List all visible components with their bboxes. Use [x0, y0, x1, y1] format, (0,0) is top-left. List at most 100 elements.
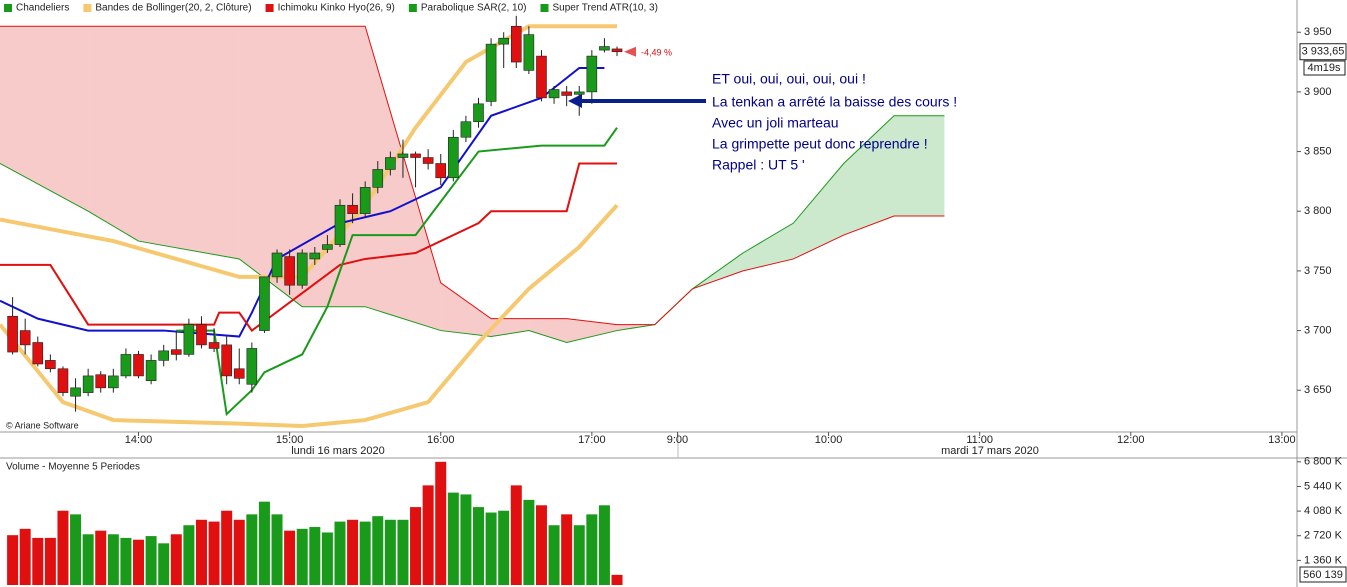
candle-body [485, 43, 497, 102]
x-tick-label: 11:00 [966, 434, 993, 446]
candle-body [548, 89, 560, 99]
candle-body [158, 350, 169, 361]
y-tick-label: 5 440 K [1304, 480, 1343, 492]
volume-bar [208, 521, 220, 585]
timer-label: 4m19s [1307, 62, 1341, 74]
volume-bar [586, 514, 598, 585]
candle-body [108, 375, 119, 389]
volume-bar [183, 525, 195, 585]
volume-bar [334, 521, 346, 585]
volume-bar [561, 514, 573, 585]
candle-body [397, 153, 409, 158]
cloud-fill [365, 26, 441, 331]
y-tick-label: 3 750 [1304, 265, 1332, 277]
volume-bar [258, 501, 270, 585]
volume-bar [70, 514, 82, 585]
annotation-line: Avec un joli marteau [712, 115, 839, 131]
candle-body [573, 91, 585, 95]
volume-bar [598, 505, 610, 585]
volume-bar [107, 534, 119, 585]
volume-bar [95, 530, 107, 585]
price-label: 3 933,65 [1302, 46, 1345, 58]
volume-box [1299, 566, 1347, 583]
volume-bar [170, 534, 182, 585]
candle-body [95, 374, 107, 389]
volume-bar [120, 537, 132, 585]
indicator-line [176, 127, 618, 417]
candle-body [246, 348, 258, 385]
candle-body [145, 360, 157, 381]
arrow-head [568, 94, 582, 108]
volume-bar [485, 512, 497, 585]
candle-body [221, 344, 232, 377]
candle-body [599, 46, 610, 51]
volume-bar [32, 537, 44, 585]
volume-bar [271, 514, 283, 585]
legend-label: Chandeliers [16, 3, 69, 14]
x-tick-label: 15:00 [276, 434, 304, 446]
cloud-fill [138, 26, 240, 259]
candle-body [120, 354, 132, 377]
y-tick-label: 3 650 [1304, 384, 1332, 396]
candle-body [334, 204, 346, 245]
volume-bar [296, 528, 308, 585]
volume-bar [195, 519, 207, 585]
y-tick-label: 2 720 K [1304, 530, 1343, 542]
candle-body [460, 121, 472, 138]
annotation-line: La grimpette peut donc reprendre ! [712, 136, 928, 152]
cloud-fill [742, 223, 794, 271]
candle-body [385, 157, 396, 170]
volume-bar [233, 519, 245, 585]
candle-body [32, 342, 44, 365]
candle-body [170, 349, 182, 355]
candle-body [233, 368, 245, 379]
legend-label: Super Trend ATR(10, 3) [552, 3, 657, 14]
legend-swatch [540, 4, 549, 12]
volume-bar [44, 537, 56, 585]
y-tick-label: 6 800 K [1304, 456, 1343, 468]
volume-bar [473, 507, 485, 585]
volume-bar [158, 543, 170, 585]
volume-bar [7, 535, 19, 585]
candle-body [359, 187, 371, 214]
candle-body [422, 157, 434, 164]
price-marker [624, 46, 636, 57]
volume-bar [359, 521, 371, 585]
candle-body [7, 315, 18, 353]
legend-label: Ichimoku Kinko Hyo(26, 9) [278, 3, 395, 14]
volume-bar [57, 510, 69, 585]
x-tick-label: 14:00 [125, 434, 153, 446]
candle-body [372, 169, 384, 188]
y-tick-label: 4 080 K [1304, 505, 1343, 517]
timer-box [1303, 60, 1346, 76]
annotation-line: La tenkan a arrêté la baisse des cours ! [712, 94, 957, 110]
candle-body [435, 163, 447, 179]
candle-body [448, 136, 459, 179]
candle-body [410, 153, 421, 158]
volume-bar [384, 519, 396, 585]
candle-body [473, 103, 484, 123]
legend-swatch [83, 4, 92, 12]
volume-bar [611, 574, 623, 585]
volume-bar [321, 532, 333, 585]
candle-body [259, 276, 270, 331]
candle-body [70, 387, 81, 397]
volume-bar [510, 485, 522, 585]
candle-body [322, 244, 333, 250]
volume-bar [535, 505, 547, 585]
candle-body [347, 204, 358, 214]
candle-body [133, 354, 144, 377]
date-label: lundi 16 mars 2020 [291, 445, 385, 457]
x-tick-label: 9:00 [667, 434, 688, 446]
cloud-fill [440, 282, 492, 337]
cloud-fill [793, 163, 844, 259]
candle-body [196, 324, 207, 346]
indicator-line [0, 67, 605, 338]
x-tick-label: 12:00 [1117, 434, 1145, 446]
candle-body [284, 256, 295, 286]
volume-bar [284, 530, 296, 585]
x-tick-label: 16:00 [427, 434, 455, 446]
candle-body [45, 360, 56, 370]
x-tick-label: 10:00 [815, 434, 843, 446]
